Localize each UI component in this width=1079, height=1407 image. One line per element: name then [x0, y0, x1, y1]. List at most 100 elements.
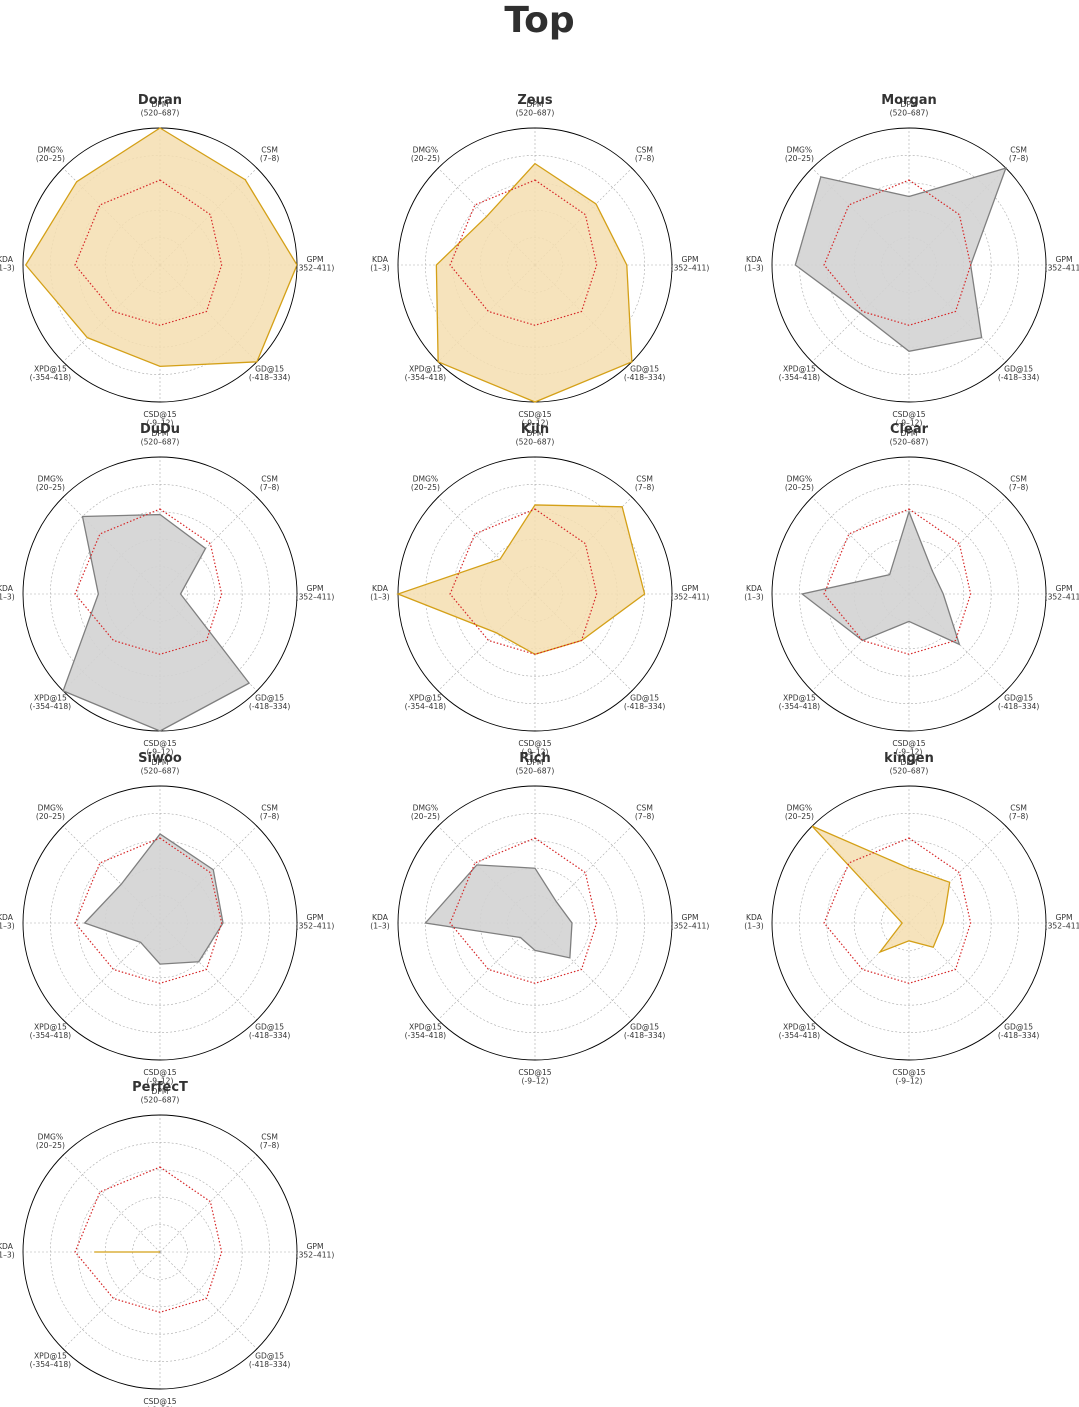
axis-label-csm: CSM (7–8)	[635, 145, 654, 163]
axis-spoke	[62, 1154, 161, 1253]
axis-label-kda: KDA(1–3)	[370, 584, 389, 602]
axis-label-xpd-15: XPD@15 (-354–418)	[405, 694, 446, 712]
average-line	[74, 1166, 223, 1313]
axis-label-csm: CSM (7–8)	[1009, 474, 1028, 492]
axis-label-xpd-15: XPD@15 (-354–418)	[405, 365, 446, 383]
radar-chart-morgan: DPM(520–687) CSM(7–8) GPM(352–411) GD@15(-4…	[744, 93, 1079, 428]
axis-label-csd-15: CSD@15(-9–12)	[518, 410, 551, 428]
radar-frame	[397, 785, 673, 1061]
axis-label-gpm: GPM(352–411)	[671, 913, 710, 931]
radar-frame	[771, 785, 1047, 1061]
axis-label-dpm: DPM (520–687)	[890, 429, 929, 447]
radar-chart-doran: DPM (520–687) CSM (7–8) GPM (352–411) GD@15 (-4…	[0, 93, 334, 428]
player-title-zeus: Zeus	[517, 93, 552, 108]
grid-ring	[104, 1196, 216, 1308]
grid-ring	[826, 840, 992, 1006]
axis-label-dpm: DPM (520–687)	[141, 1087, 180, 1105]
axis-label-gpm: GPM(352–411)	[1045, 584, 1079, 602]
player-title-doran: Doran	[138, 93, 182, 108]
axis-spoke	[908, 922, 1007, 1021]
axis-label-gd-15: GD@15 (-418–334)	[249, 694, 290, 712]
average-line	[823, 837, 972, 984]
player-title-morgan: Morgan	[881, 93, 937, 108]
axis-spoke	[437, 922, 536, 1021]
axis-label-xpd-15: XPD@15 (-354–418)	[779, 365, 820, 383]
axis-label-xpd-15: XPD@15 (-354–418)	[30, 694, 71, 712]
axis-label-dpm: DPM (520–687)	[516, 100, 555, 118]
axis-label-dmg: DMG% (20–25)	[785, 474, 814, 492]
axis-label-dpm: DPM (520–687)	[141, 429, 180, 447]
axis-label-gpm: GPM(352–411)	[296, 255, 335, 273]
axis-spoke	[159, 1251, 258, 1350]
player-area-clear	[800, 509, 961, 646]
axis-label-gd-15: GD@15 (-418–334)	[624, 694, 665, 712]
axis-spoke	[437, 496, 536, 595]
axis-spoke	[811, 922, 910, 1021]
grid-ring	[77, 1169, 243, 1335]
axis-label-csd-15: CSD@15(-9–12)	[892, 410, 925, 428]
axis-label-xpd-15: XPD@15 (-354–418)	[779, 1023, 820, 1041]
axis-spoke	[62, 825, 161, 924]
player-title-dudu: DuDu	[140, 422, 180, 437]
player-title-rich: Rich	[519, 751, 550, 766]
axis-label-dpm: DPM (520–687)	[516, 429, 555, 447]
player-area-siwoo	[83, 833, 224, 965]
axis-label-kda: KDA(1–3)	[0, 913, 15, 931]
axis-label-gd-15: GD@15 (-418–334)	[998, 365, 1039, 383]
player-title-siwoo: Siwoo	[138, 751, 182, 766]
axis-label-dmg: DMG% (20–25)	[411, 803, 440, 821]
axis-spoke	[908, 825, 1007, 924]
axis-label-gpm: GPM(352–411)	[671, 255, 710, 273]
axis-label-csm: CSM (7–8)	[260, 145, 279, 163]
axis-spoke	[62, 1251, 161, 1350]
axis-spoke	[908, 496, 1007, 595]
player-title-kingen: kingen	[884, 751, 934, 766]
axis-label-dmg: DMG% (20–25)	[36, 474, 65, 492]
player-title-perfect: PerfecT	[132, 1080, 188, 1095]
axis-label-dmg: DMG% (20–25)	[785, 803, 814, 821]
axis-label-gpm: GPM(352–411)	[296, 913, 335, 931]
radar-chart-rich: DPM (520–687) CSM (7–8) GPM (352–411) GD@15 (-4…	[370, 751, 709, 1086]
player-title-clear: Clear	[890, 422, 929, 437]
axis-label-kda: KDA(1–3)	[0, 1242, 15, 1260]
axis-spoke	[159, 922, 258, 1021]
radar-frame	[771, 456, 1047, 732]
axis-label-csd-15: CSD@15(-9–12)	[892, 739, 925, 757]
average-line	[449, 837, 598, 984]
radar-frame	[22, 1114, 298, 1390]
axis-spoke	[534, 825, 633, 924]
axis-label-xpd-15: XPD@15 (-354–418)	[405, 1023, 446, 1041]
average-line	[74, 508, 223, 655]
axis-label-dpm: DPM (520–687)	[890, 758, 929, 776]
axis-label-gd-15: GD@15 (-418–334)	[249, 365, 290, 383]
axis-label-csm: CSM (7–8)	[635, 474, 654, 492]
average-line	[449, 179, 598, 326]
average-line	[449, 508, 598, 655]
axis-label-gpm: GPM(352–411)	[296, 1242, 335, 1260]
axis-label-csd-15: CSD@15(-9–12)	[518, 1068, 551, 1086]
axis-label-gpm: GPM(352–411)	[671, 584, 710, 602]
axis-label-dmg: DMG% (20–25)	[36, 145, 65, 163]
axis-label-xpd-15: XPD@15 (-354–418)	[30, 365, 71, 383]
average-line	[823, 179, 972, 326]
axis-label-dmg: DMG% (20–25)	[785, 145, 814, 163]
axis-label-gd-15: GD@15 (-418–334)	[998, 1023, 1039, 1041]
axis-label-dmg: DMG% (20–25)	[411, 474, 440, 492]
axis-label-dmg: DMG% (20–25)	[36, 803, 65, 821]
axis-label-csd-15: CSD@15(-9–12)	[143, 739, 176, 757]
radar-chart-clear: DPM(520–687) CSM(7–8) GPM(352–411) GD@15(-4…	[744, 422, 1079, 757]
axis-label-kda: KDA(1–3)	[744, 255, 763, 273]
axis-spoke	[62, 922, 161, 1021]
axis-label-gd-15: GD@15 (-418–334)	[998, 694, 1039, 712]
page-title: Top	[504, 0, 575, 41]
axis-label-csd-15: CSD@15(-9–12)	[143, 410, 176, 428]
radar-chart-kiin: DPM (520–687) CSM (7–8) GPM (352–411) GD@15 (-4…	[370, 422, 709, 757]
player-title-kiin: Kiin	[521, 422, 549, 437]
average-line	[74, 837, 223, 984]
axis-label-gpm: GPM(352–411)	[1045, 913, 1079, 931]
axis-label-xpd-15: XPD@15 (-354–418)	[30, 1352, 71, 1370]
axis-label-kda: KDA(1–3)	[744, 913, 763, 931]
axis-label-csd-15: CSD@15(-9–12)	[143, 1397, 176, 1407]
axis-label-csd-15: CSD@15(-9–12)	[518, 739, 551, 757]
